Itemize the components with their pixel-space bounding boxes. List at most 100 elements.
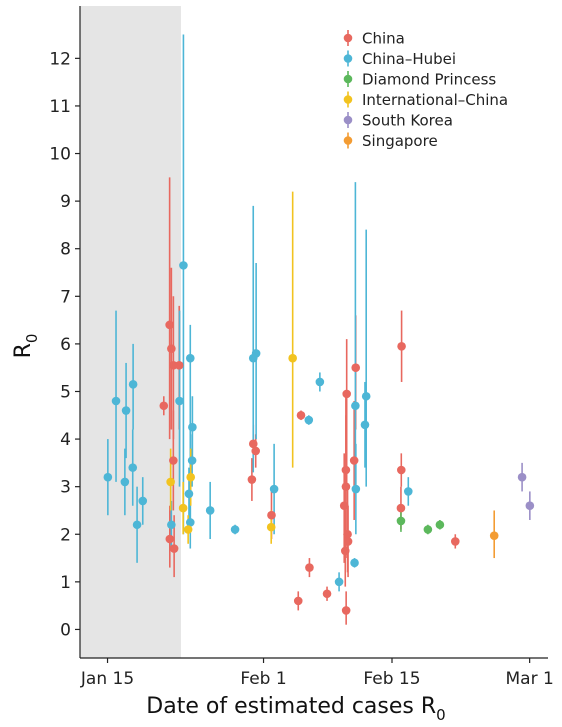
data-point bbox=[349, 456, 359, 465]
y-tick-label: 0 bbox=[60, 620, 71, 640]
y-tick-label: 8 bbox=[60, 240, 71, 260]
data-point bbox=[342, 389, 351, 399]
data-point bbox=[351, 401, 360, 411]
x-tick-label: Feb 15 bbox=[363, 669, 420, 689]
data-point bbox=[396, 516, 406, 526]
data-point bbox=[296, 410, 306, 420]
data-point bbox=[121, 406, 131, 415]
legend-key-dot bbox=[343, 95, 353, 104]
data-point bbox=[186, 472, 196, 482]
data-point bbox=[138, 496, 148, 506]
data-point bbox=[183, 525, 193, 534]
data-point bbox=[450, 537, 460, 546]
x-tick-label: Mar 1 bbox=[505, 669, 553, 689]
legend-key-dot bbox=[343, 74, 353, 84]
data-point bbox=[397, 341, 406, 351]
data-point bbox=[166, 477, 175, 487]
data-point bbox=[128, 380, 138, 389]
data-point bbox=[179, 261, 188, 270]
data-point bbox=[267, 510, 276, 520]
data-point bbox=[174, 361, 184, 370]
data-point bbox=[111, 396, 121, 406]
data-point bbox=[396, 503, 406, 513]
y-tick-label: 9 bbox=[60, 192, 71, 212]
data-point bbox=[120, 477, 130, 487]
data-point bbox=[525, 501, 535, 511]
data-point bbox=[341, 465, 351, 475]
data-point bbox=[185, 353, 195, 363]
data-point bbox=[248, 439, 258, 449]
data-point bbox=[351, 363, 361, 372]
data-point bbox=[343, 529, 352, 539]
data-point bbox=[396, 465, 406, 475]
y-tick-label: 2 bbox=[60, 525, 71, 545]
legend-key-dot bbox=[343, 136, 353, 145]
data-point bbox=[341, 606, 351, 615]
data-point bbox=[184, 489, 194, 499]
data-point bbox=[165, 320, 174, 330]
y-axis-title: R0 bbox=[11, 334, 41, 359]
data-point bbox=[360, 420, 370, 430]
data-point bbox=[178, 503, 188, 513]
y-tick-label: 7 bbox=[60, 287, 71, 307]
data-point bbox=[340, 546, 350, 556]
legend-key-dot bbox=[343, 33, 353, 43]
data-point bbox=[350, 558, 359, 568]
data-point bbox=[159, 401, 169, 411]
legend-label: Singapore bbox=[362, 132, 438, 150]
data-point bbox=[423, 525, 433, 534]
data-point bbox=[341, 482, 351, 491]
y-tick-label: 3 bbox=[60, 478, 71, 498]
legend-label: South Korea bbox=[362, 112, 453, 130]
data-point bbox=[103, 472, 113, 482]
x-axis-ticks: Jan 15 Feb 1 Feb 15 Mar 1 bbox=[80, 658, 554, 689]
legend-label: Diamond Princess bbox=[362, 71, 496, 89]
data-point bbox=[269, 484, 279, 494]
data-point bbox=[188, 422, 197, 432]
data-point bbox=[361, 391, 371, 401]
data-point bbox=[187, 456, 197, 465]
data-point bbox=[343, 537, 353, 546]
legend: China China–Hubei Diamond Princess Internat… bbox=[343, 30, 508, 150]
data-point bbox=[251, 446, 261, 456]
data-point bbox=[288, 353, 297, 363]
y-tick-label: 1 bbox=[60, 573, 71, 593]
data-point bbox=[339, 501, 349, 511]
data-point bbox=[334, 577, 344, 587]
data-point bbox=[128, 463, 138, 472]
legend-label: International–China bbox=[362, 91, 508, 109]
data-point bbox=[247, 475, 257, 484]
legend-label: China–Hubei bbox=[362, 50, 456, 68]
data-point bbox=[435, 520, 445, 530]
data-point bbox=[169, 544, 179, 553]
data-point bbox=[205, 506, 215, 515]
data-point bbox=[185, 518, 195, 527]
data-point bbox=[175, 396, 184, 406]
data-point bbox=[132, 520, 142, 530]
data-point bbox=[517, 472, 527, 482]
data-point bbox=[305, 563, 314, 572]
x-tick-label: Jan 15 bbox=[80, 669, 134, 689]
x-axis-title: Date of estimated cases R0 bbox=[146, 694, 445, 724]
data-point bbox=[248, 353, 258, 363]
data-point bbox=[351, 484, 361, 494]
y-tick-label: 12 bbox=[49, 49, 71, 69]
data-point bbox=[304, 415, 314, 425]
y-tick-label: 6 bbox=[60, 335, 71, 355]
data-point bbox=[489, 531, 499, 540]
data-point bbox=[322, 589, 332, 599]
data-point bbox=[165, 534, 175, 544]
y-tick-label: 11 bbox=[49, 97, 71, 117]
y-tick-label: 4 bbox=[60, 430, 71, 450]
data-point bbox=[315, 377, 325, 387]
shaded-region bbox=[80, 6, 181, 658]
data-point bbox=[266, 522, 276, 532]
data-point bbox=[167, 344, 176, 353]
data-point bbox=[293, 596, 303, 606]
legend-label: China bbox=[362, 30, 405, 48]
data-point bbox=[403, 487, 413, 496]
legend-key-dot bbox=[343, 115, 353, 125]
legend-key-dot bbox=[343, 54, 353, 63]
